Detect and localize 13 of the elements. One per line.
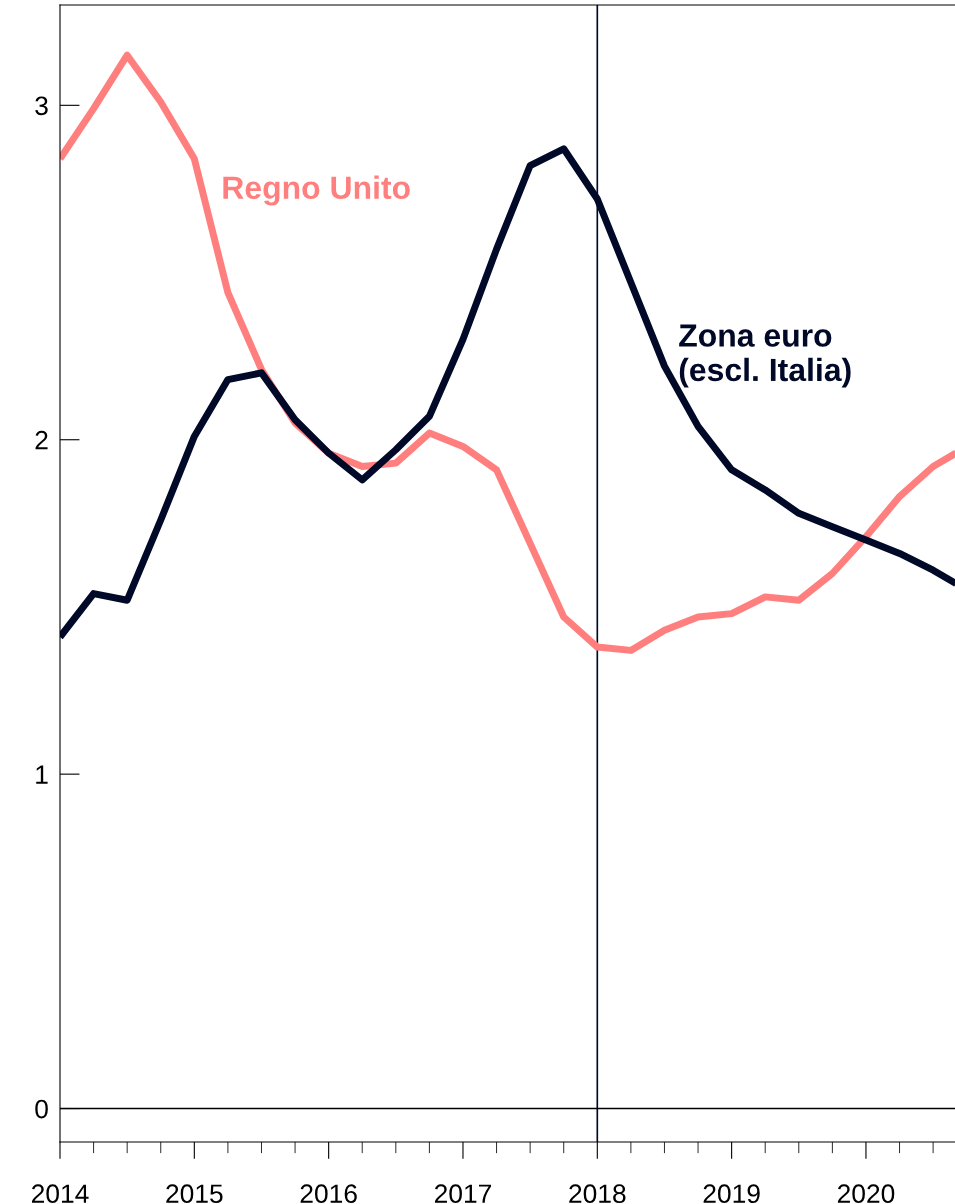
x-tick-label: 2019	[703, 1184, 760, 1204]
x-tick-label: 2016	[300, 1184, 357, 1204]
y-tick-label: 1	[36, 765, 48, 784]
x-tick-label: 2015	[166, 1184, 223, 1204]
x-tick-label: 2014	[31, 1184, 89, 1204]
x-tick-label: 2018	[569, 1184, 626, 1204]
y-tick-label: 2	[35, 430, 48, 450]
x-tick-label: 2020	[837, 1184, 895, 1204]
series-label: Zona euro (escl. Italia)	[679, 324, 851, 388]
series-label: Regno Unito	[223, 175, 410, 206]
x-tick-label: 2017	[434, 1184, 492, 1204]
y-tick-label: 3	[35, 96, 48, 116]
y-tick-label: 0	[35, 1099, 48, 1119]
